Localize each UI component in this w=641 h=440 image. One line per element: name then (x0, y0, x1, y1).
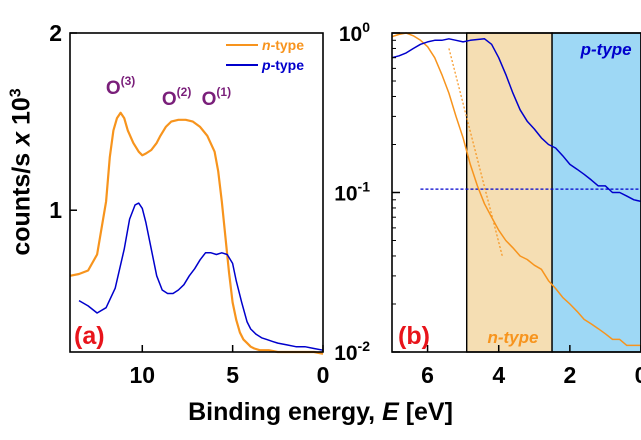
ytick-exponent: -2 (358, 338, 371, 354)
panel-a-label: (a) (74, 322, 105, 350)
ytick-base: 10 (334, 342, 357, 365)
peak-label-letter: O (106, 78, 121, 99)
panel-b-ytick-label: 100 (339, 19, 370, 46)
legend-entry-suffix: -type (271, 37, 305, 53)
panel-a-frame (69, 32, 324, 353)
panel-b-series-n-type (391, 32, 641, 347)
panel-a-series-n-type (69, 111, 324, 355)
panel-a-ytick-label: 2 (49, 20, 62, 46)
ytick-exponent: 0 (362, 19, 370, 35)
peak-label-letter: O (202, 89, 217, 110)
n-type-region-label: n-type (487, 328, 538, 347)
x-axis-title-variable: E (382, 398, 399, 426)
p-type-region-label: p-type (580, 40, 632, 59)
peak-label: O(1) (202, 85, 231, 110)
panel-a-xtick-label: 5 (226, 362, 239, 388)
legend-entry-suffix: -type (271, 57, 305, 73)
ytick-base: 10 (339, 23, 362, 46)
x-axis-title-prefix: Binding energy, (188, 398, 383, 426)
legend-entry: n-type (262, 37, 304, 53)
y-axis-title-exponent: 3 (7, 88, 25, 98)
y-axis-title: counts/s x 103 (7, 88, 36, 255)
panel-b-xtick-label: 4 (492, 362, 505, 388)
panel-a-series-p-type (78, 202, 324, 351)
peak-label-superscript: (2) (177, 85, 192, 99)
peak-label-superscript: (1) (216, 85, 231, 99)
ytick-base: 10 (334, 183, 357, 206)
panel-b-xtick-label: 0 (635, 362, 641, 388)
region-p-type (551, 32, 641, 353)
peak-label-letter: O (162, 89, 177, 110)
panel-b-ytick-label: 10-2 (334, 338, 370, 365)
peak-label: O(3) (106, 74, 135, 99)
legend-entry-prefix: n (262, 37, 271, 53)
x-axis-title-unit: [eV] (398, 398, 453, 426)
panel-a-xtick-label: 10 (129, 362, 155, 388)
peak-label: O(2) (162, 85, 191, 110)
panel-b-series-p-type (391, 38, 641, 203)
panel-a-ytick-label: 1 (49, 197, 62, 223)
panel-b-xtick-label: 2 (563, 362, 576, 388)
y-axis-title-main: counts/s (7, 145, 36, 256)
ytick-exponent: -1 (358, 179, 371, 195)
peak-label-superscript: (3) (121, 74, 136, 88)
legend-entry-prefix: p (261, 57, 271, 73)
y-axis-title-base: 10 (7, 97, 36, 133)
legend-entry: p-type (261, 57, 304, 73)
panel-b-ytick-label: 10-1 (334, 179, 370, 206)
y-axis-title-times: x (7, 132, 36, 146)
panel-b-label: (b) (398, 322, 430, 350)
panel-a-xtick-label: 0 (317, 362, 330, 388)
panel-b-xtick-label: 6 (421, 362, 434, 388)
x-axis-title: Binding energy, E [eV] (0, 398, 641, 427)
